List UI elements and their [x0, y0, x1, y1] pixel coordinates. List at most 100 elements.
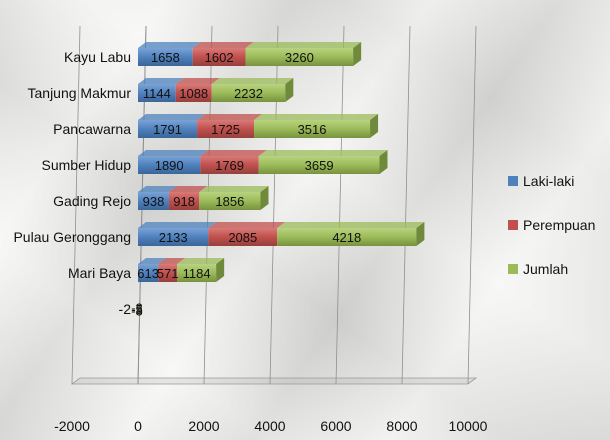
bar-pancawarna-perempuan	[197, 120, 255, 138]
category-label-tanjung-makmur: Tanjung Makmur	[28, 85, 132, 101]
data-label-pulau-geronggang-perempuan: 2085	[228, 230, 257, 245]
category-label-pancawarna: Pancawarna	[53, 121, 131, 137]
floor-plane	[70, 377, 478, 385]
category-label-pulau-geronggang: Pulau Geronggang	[13, 229, 131, 245]
category-label-gading-rejo: Gading Rejo	[53, 193, 131, 209]
data-label-pancawarna-laki-laki: 1791	[153, 122, 182, 137]
bar-tanjung-makmur-perempuan	[175, 84, 212, 102]
bar-top-pulau-geronggang-jumlah	[277, 222, 425, 228]
data-label-tanjung-makmur-perempuan: 1088	[179, 86, 208, 101]
bar-sumber-hidup-laki-laki	[138, 156, 201, 174]
bar-2-jumlah	[137, 306, 139, 314]
bar-top-pancawarna-jumlah	[254, 114, 379, 120]
bar-mari-baya-jumlah	[177, 264, 217, 282]
bar-mari-baya-perempuan	[158, 264, 178, 282]
data-label-pancawarna-jumlah: 3516	[298, 122, 327, 137]
data-label-sumber-hidup-laki-laki: 1890	[155, 158, 184, 173]
x-tick-label: 10000	[449, 418, 488, 434]
bar-tanjung-makmur-jumlah	[211, 84, 286, 102]
data-label-kayu-labu-jumlah: 3260	[285, 50, 314, 65]
bar-top-pulau-geronggang-laki-laki	[138, 222, 217, 228]
bar-top-sumber-hidup-jumlah	[258, 150, 388, 156]
bar-top-mari-baya-perempuan	[158, 258, 186, 264]
bar-mari-baya-laki-laki	[138, 264, 159, 282]
bar-kayu-labu-perempuan	[192, 48, 246, 66]
gridline-x-8000	[401, 25, 411, 385]
legend: Laki-laki Perempuan Jumlah	[508, 173, 595, 277]
x-tick-labels: -2000 0 2000 4000 6000 8000 10000	[54, 418, 488, 434]
category-label-2: -2	[119, 301, 132, 317]
data-label-sumber-hidup-perempuan: 1769	[215, 158, 244, 173]
bar-pancawarna-laki-laki	[138, 120, 198, 138]
bar-top-kayu-labu-laki-laki	[138, 42, 201, 48]
bar-top-sumber-hidup-perempuan	[200, 150, 267, 156]
bar-side-pulau-geronggang	[416, 222, 425, 246]
x-tick-label: 0	[134, 418, 142, 434]
bar-top-mari-baya-jumlah	[177, 258, 225, 264]
data-label-mari-baya-laki-laki: 613	[137, 266, 159, 281]
bar-top-tanjung-makmur-jumlah	[211, 78, 294, 84]
bar-side-mari-baya	[216, 258, 225, 282]
bar-top-gading-rejo-perempuan	[168, 186, 208, 192]
bar-gading-rejo-perempuan	[168, 192, 200, 210]
bar-sumber-hidup-perempuan	[200, 156, 259, 174]
gridline-x-2000	[71, 25, 81, 385]
bar-top-pulau-geronggang-perempuan	[208, 222, 286, 228]
bar-side-pancawarna	[370, 114, 379, 138]
bar-top-mari-baya-laki-laki	[138, 258, 167, 264]
data-label-kayu-labu-perempuan: 1602	[205, 50, 234, 65]
data-label-mari-baya-jumlah: 1184	[183, 266, 211, 281]
bar-tanjung-makmur-laki-laki	[138, 84, 176, 102]
bar-pancawarna-jumlah	[254, 120, 371, 138]
legend-label-jumlah: Jumlah	[523, 261, 568, 277]
bar-pulau-geronggang-laki-laki	[138, 228, 209, 246]
bar-top-pancawarna-perempuan	[197, 114, 263, 120]
data-label-laki-laki: -2	[131, 301, 143, 316]
data-label-gading-rejo-perempuan: 918	[173, 194, 195, 209]
bar-top-tanjung-makmur-laki-laki	[138, 78, 184, 84]
data-label-gading-rejo-jumlah: 1856	[215, 194, 244, 209]
data-labels: 1658 1602 3260 1144 1088 2232 1791 1725 3516 1890…	[131, 50, 361, 319]
bars	[137, 42, 425, 314]
data-label-tanjung-makmur-laki-laki: 1144	[143, 86, 171, 101]
data-label-gading-rejo-laki-laki: 938	[143, 194, 165, 209]
bar-kayu-labu-jumlah	[245, 48, 354, 66]
gridline-x-10000	[467, 25, 477, 385]
legend-label-perempuan: Perempuan	[523, 217, 595, 233]
bar-kayu-labu-laki-laki	[138, 48, 193, 66]
x-tick-label: -2000	[54, 418, 90, 434]
x-tick-label: 4000	[254, 418, 285, 434]
category-label-sumber-hidup: Sumber Hidup	[42, 157, 132, 173]
data-label-jumlah: -3	[131, 304, 143, 319]
bar-side-tanjung-makmur	[285, 78, 294, 102]
x-tick-label: 8000	[386, 418, 417, 434]
bar-top-pancawarna-laki-laki	[138, 114, 206, 120]
bar-gading-rejo-laki-laki	[138, 192, 169, 210]
bar-pulau-geronggang-perempuan	[208, 228, 278, 246]
bar-top-sumber-hidup-laki-laki	[138, 150, 209, 156]
legend-swatch-laki-laki	[508, 176, 518, 186]
category-label-mari-baya: Mari Baya	[68, 265, 131, 281]
data-label-pulau-geronggang-laki-laki: 2133	[159, 230, 188, 245]
data-label-mari-baya-perempuan: 571	[157, 266, 179, 281]
bar-sumber-hidup-jumlah	[258, 156, 380, 174]
legend-swatch-perempuan	[508, 220, 518, 230]
bar-gading-rejo-jumlah	[199, 192, 261, 210]
bar-top-gading-rejo-jumlah	[199, 186, 269, 192]
category-labels: Kayu Labu Tanjung Makmur Pancawarna Sumber …	[13, 49, 131, 317]
data-label-tanjung-makmur-jumlah: 2232	[234, 86, 263, 101]
bar-top-kayu-labu-perempuan	[192, 42, 254, 48]
x-tick-label: 6000	[320, 418, 351, 434]
data-label-pulau-geronggang-jumlah: 4218	[332, 230, 361, 245]
gridline-x-6000	[335, 25, 345, 385]
legend-label-laki-laki: Laki-laki	[523, 173, 574, 189]
bar-side-gading-rejo	[260, 186, 269, 210]
data-label-kayu-labu-laki-laki: 1658	[151, 50, 180, 65]
data-label-perempuan: -5	[131, 302, 143, 317]
data-label-sumber-hidup-jumlah: 3659	[305, 158, 334, 173]
bar-top-gading-rejo-laki-laki	[138, 186, 177, 192]
bar-side-sumber-hidup	[379, 150, 388, 174]
category-label-kayu-labu: Kayu Labu	[64, 49, 131, 65]
